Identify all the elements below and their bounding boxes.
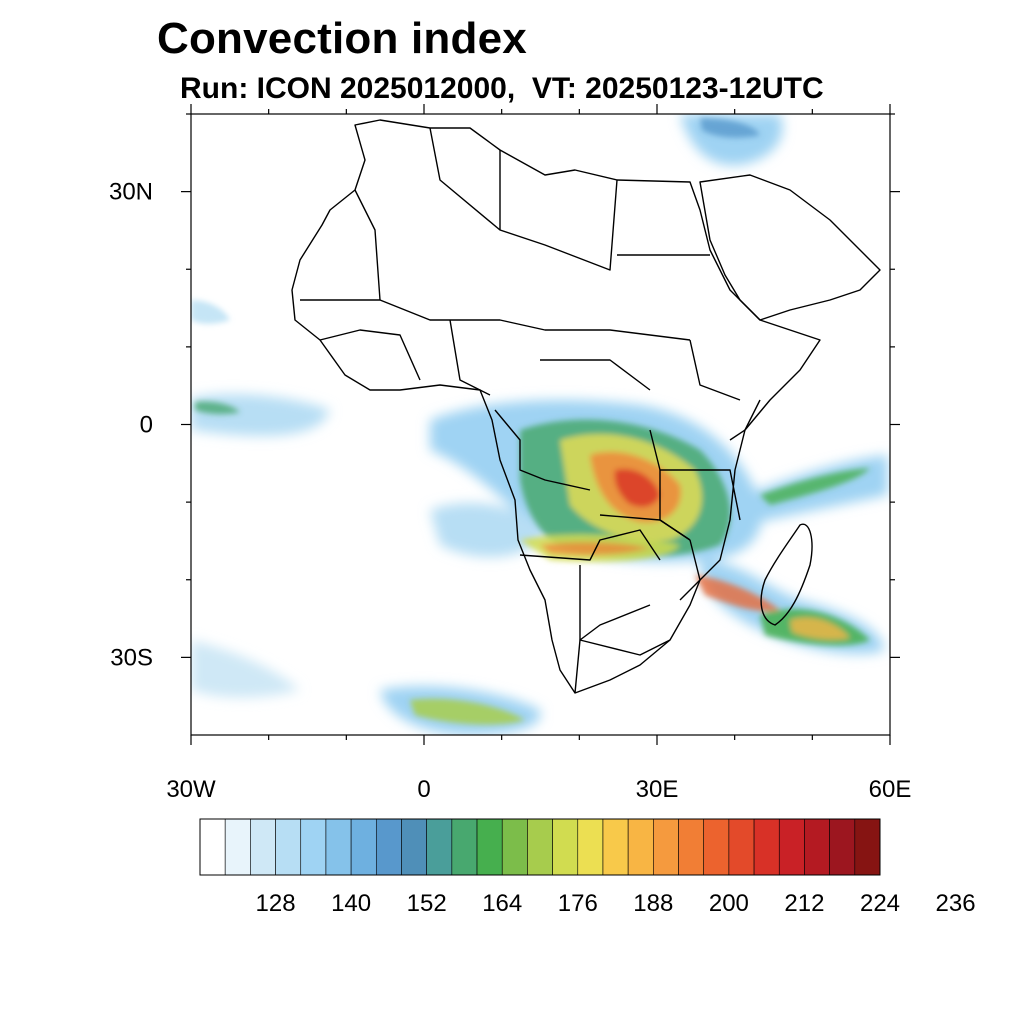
colorbar-swatch — [552, 818, 579, 876]
colorbar-swatch — [829, 818, 856, 876]
colorbar — [199, 818, 881, 876]
map-subtitle: Run: ICON 2025012000, VT: 20250123-12UTC — [180, 72, 824, 105]
border-north-africa-1 — [354, 189, 381, 301]
colorbar-swatch — [753, 818, 780, 876]
colorbar-swatch — [375, 818, 402, 876]
colorbar-swatch — [577, 818, 604, 876]
colorbar-swatch — [426, 818, 453, 876]
colorbar-swatch — [300, 818, 327, 876]
colorbar-label: 164 — [482, 890, 522, 917]
arabia-coastline — [699, 174, 881, 321]
field-mozambique-core — [695, 575, 780, 612]
field-indian-ocean-core — [760, 468, 870, 505]
colorbar-swatch — [778, 818, 805, 876]
border-tanzania — [660, 469, 741, 521]
field-core-red — [614, 468, 660, 507]
lon-label: 30E — [636, 776, 679, 803]
colorbar-swatch — [250, 818, 276, 876]
colorbar-swatch — [804, 818, 830, 876]
madagascar-coastline — [760, 523, 813, 626]
colorbar-label: 212 — [784, 890, 824, 917]
colorbar-swatch — [401, 818, 427, 876]
latitude-labels: 30N 0 30S — [109, 179, 153, 672]
lat-label: 30S — [110, 644, 153, 671]
longitude-labels: 30W 0 30E 60E — [166, 776, 911, 803]
field-north-east-core — [700, 118, 760, 138]
colorbar-label: 236 — [936, 890, 976, 917]
border-kenya-somalia — [729, 399, 761, 441]
border-sa — [574, 639, 671, 694]
colorbar-swatch — [703, 818, 730, 876]
colorbar-swatch — [678, 818, 705, 876]
lon-label: 0 — [417, 776, 430, 803]
colorbar-swatch — [476, 818, 503, 876]
colorbar-label: 140 — [331, 890, 371, 917]
colorbar-label: 188 — [633, 890, 673, 917]
border-angola — [519, 529, 661, 561]
colorbar-swatch — [325, 818, 352, 876]
colorbar-swatch — [653, 818, 679, 876]
border-zambia — [599, 514, 691, 541]
border-nigeria — [449, 319, 491, 396]
field-madagascar-east-core — [790, 617, 850, 640]
colorbar-swatch — [854, 818, 881, 876]
colorbar-swatch — [501, 818, 528, 876]
field-west-equatorial — [191, 394, 330, 436]
colorbar-swatch — [627, 818, 654, 876]
lat-label: 30N — [109, 179, 153, 206]
colorbar-label: 200 — [709, 890, 749, 917]
colorbar-swatch — [728, 818, 755, 876]
field-south-atlantic-core — [410, 698, 525, 725]
colorbar-label: 152 — [407, 890, 447, 917]
border-north-africa-2 — [429, 127, 618, 271]
border-sudan-ethiopia — [689, 339, 741, 401]
border-west-africa — [319, 329, 421, 381]
colorbar-swatch — [527, 818, 553, 876]
colorbar-swatch — [199, 818, 226, 876]
colorbar-swatch — [275, 818, 302, 876]
map-title: Convection index — [157, 14, 527, 63]
colorbar-labels: 128 140 152 164 176 188 200 212 224 236 — [256, 890, 976, 917]
lon-label: 60E — [869, 776, 912, 803]
border-sahel — [300, 299, 691, 341]
colorbar-swatch — [451, 818, 478, 876]
colorbar-label: 176 — [558, 890, 598, 917]
colorbar-label: 224 — [860, 890, 900, 917]
colorbar-swatch — [350, 818, 377, 876]
border-car — [540, 359, 651, 391]
field-southwest — [191, 640, 300, 698]
colorbar-label: 128 — [256, 890, 296, 917]
field-west-africa-coast — [191, 300, 230, 324]
colorbar-outline — [199, 818, 881, 876]
field-west-equatorial-core — [195, 401, 240, 415]
border-namibia — [579, 565, 651, 641]
lat-label: 0 — [140, 412, 153, 439]
convection-field — [191, 114, 888, 735]
border-drc-west — [494, 409, 591, 491]
coastlines-and-borders — [291, 119, 881, 694]
colorbar-swatch — [602, 818, 629, 876]
colorbar-swatch — [224, 818, 251, 876]
axis-ticks — [181, 104, 900, 745]
lon-label: 30W — [166, 776, 216, 803]
border-mozambique — [679, 539, 701, 601]
